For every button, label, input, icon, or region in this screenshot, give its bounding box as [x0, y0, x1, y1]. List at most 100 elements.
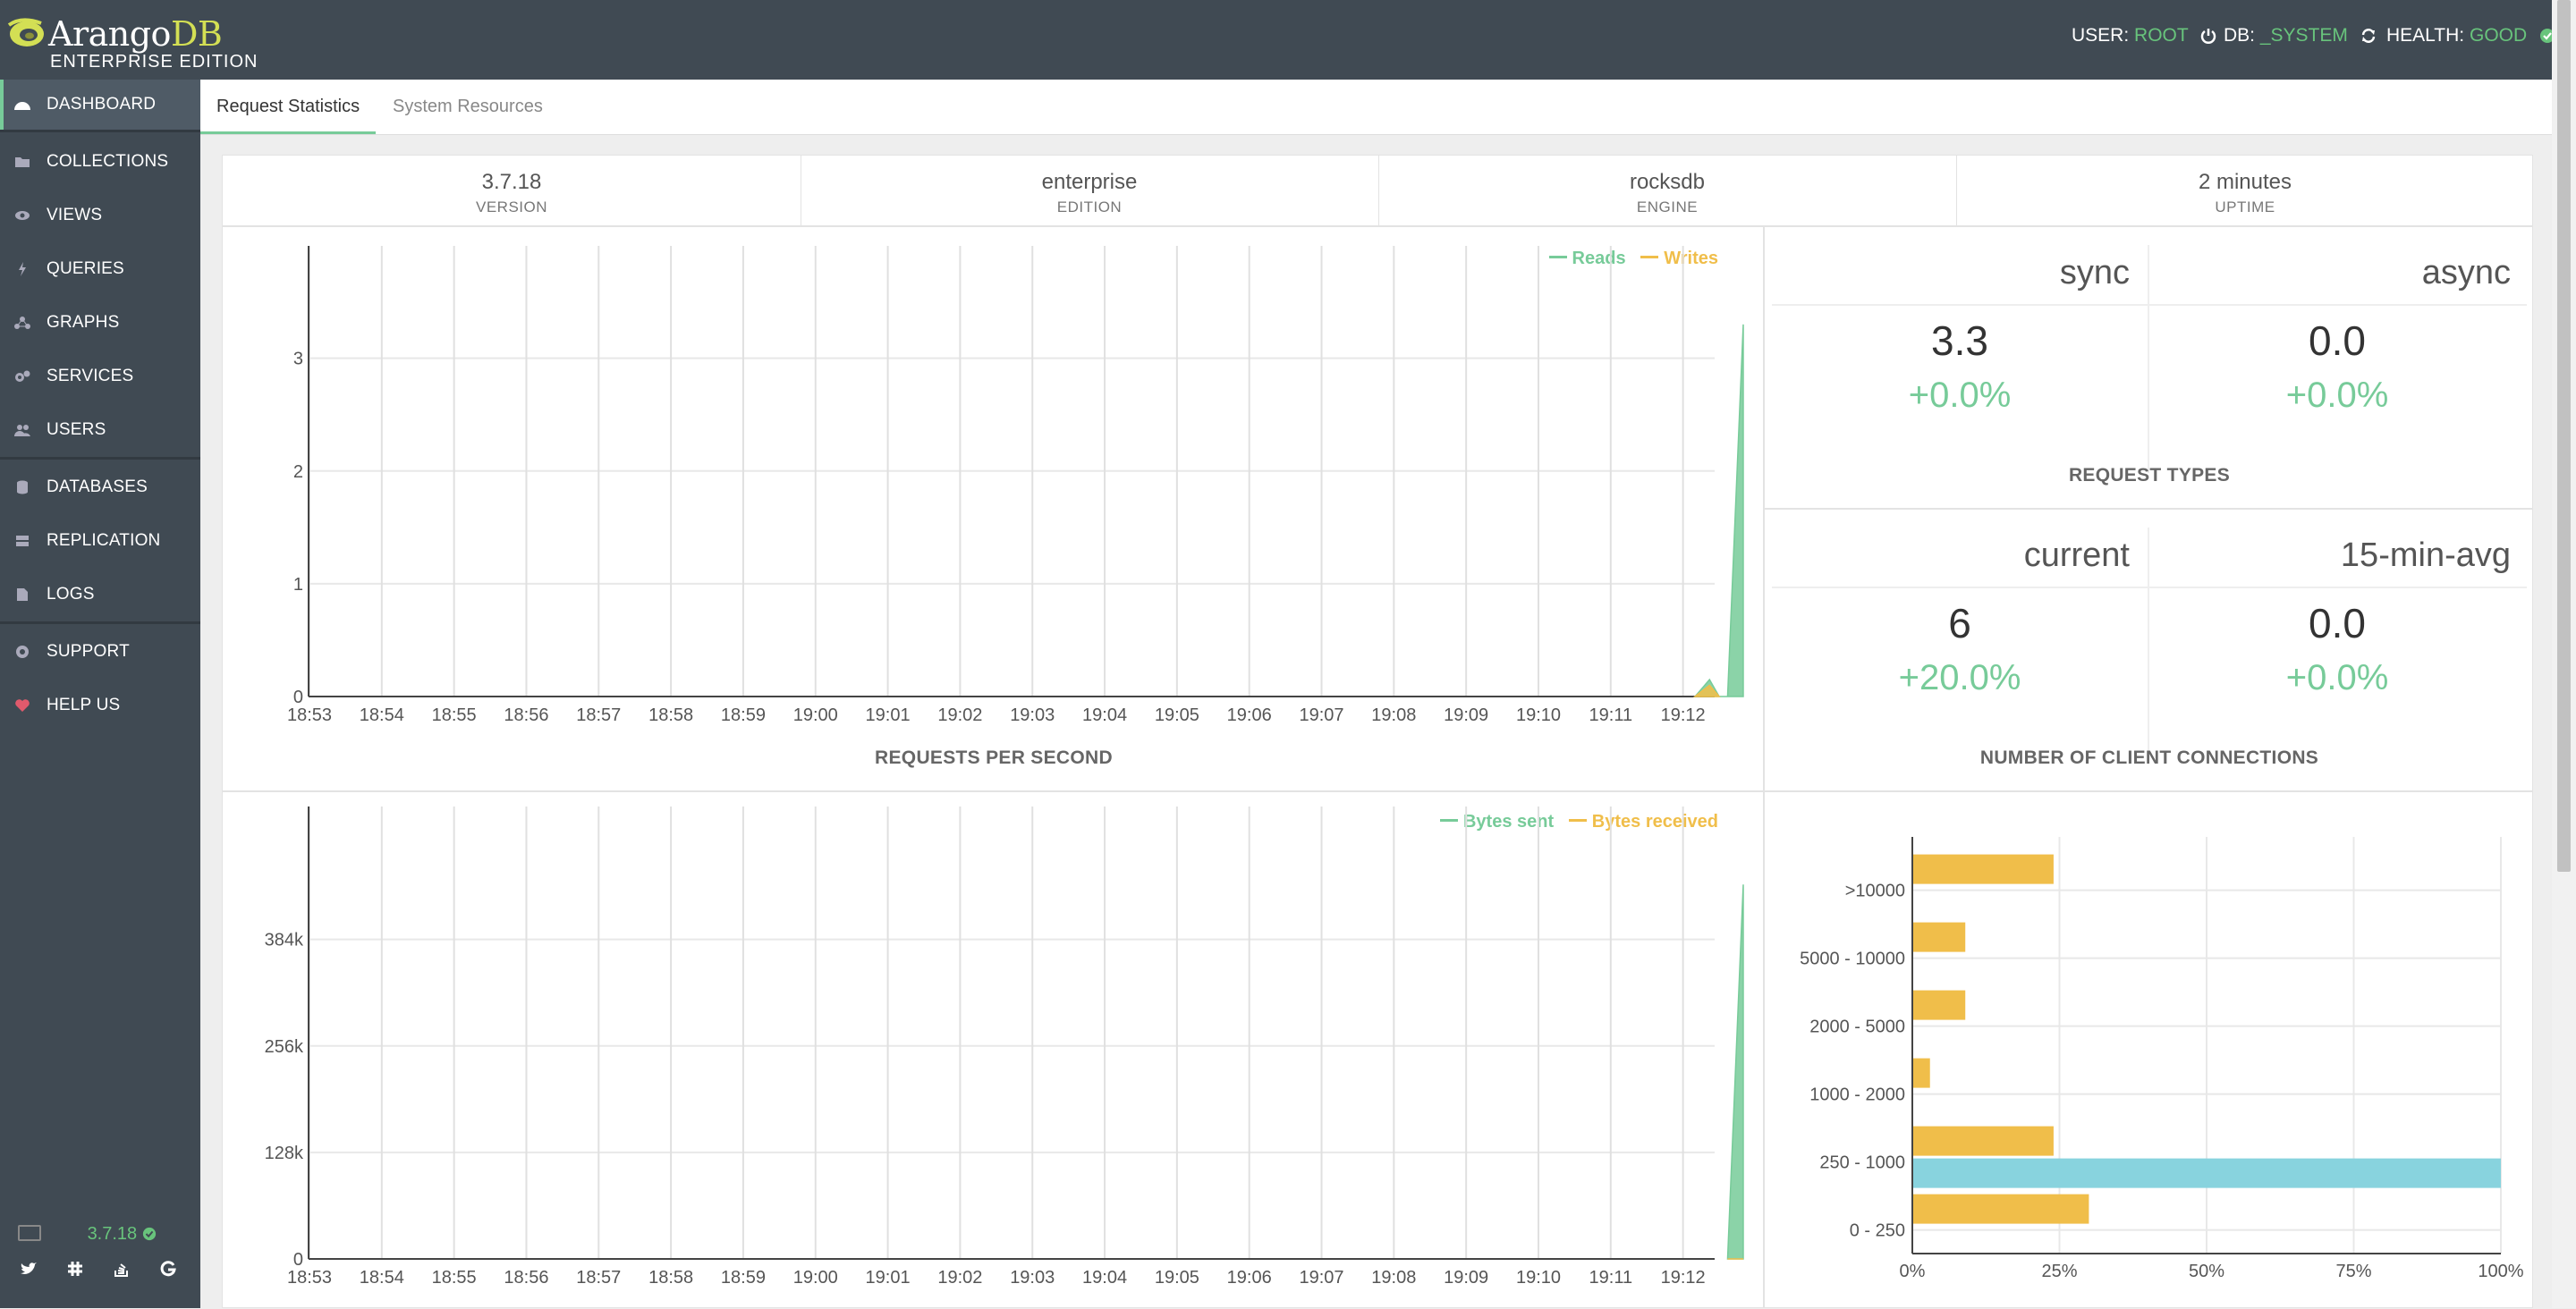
- arangodb-logo[interactable]: ArangoDB ENTERPRISE EDITION: [5, 13, 274, 75]
- x-tick-label: 19:07: [1299, 705, 1343, 725]
- file-icon: [13, 587, 32, 603]
- graph-icon: [13, 315, 32, 331]
- x-tick-label: 19:00: [793, 705, 838, 725]
- sidebar-item-services[interactable]: SERVICES: [0, 351, 200, 401]
- bar-blue: [1912, 1158, 2501, 1188]
- sidebar-divider: [0, 130, 200, 132]
- kpi-edition: enterprise EDITION: [1041, 170, 1138, 215]
- social-links: [18, 1258, 179, 1279]
- twitter-icon[interactable]: [18, 1258, 39, 1279]
- x-tick-label: 19:02: [937, 1268, 982, 1288]
- google-group-icon[interactable]: [157, 1258, 179, 1279]
- check-circle-icon: [2540, 29, 2555, 43]
- legend-writes: Writes: [1640, 249, 1718, 268]
- y-tick-label: 2: [293, 462, 303, 482]
- sidebar-item-support[interactable]: SUPPORT: [0, 627, 200, 677]
- category-label: 5000 - 10000: [1800, 950, 1905, 969]
- bytes-transferred-chart: 0 128k 256k 384k 18:53 18:54 18:55 18:56 18:57 18…: [265, 807, 1744, 1288]
- legend-bytes-sent: Bytes sent: [1439, 812, 1554, 832]
- sidebar-item-users[interactable]: USERS: [0, 405, 200, 455]
- x-tick-label: 19:01: [866, 705, 911, 725]
- x-tick-label: 19:05: [1155, 705, 1199, 725]
- current-value: 6: [1948, 600, 1971, 646]
- current-header: current: [2023, 536, 2130, 574]
- lifebuoy-icon: [13, 644, 32, 660]
- x-tick-label: 18:56: [504, 1268, 548, 1288]
- category-label: >10000: [1845, 882, 1905, 901]
- bar-orange: [1912, 1194, 2089, 1224]
- series-area-1: [1692, 684, 1721, 697]
- sync-value: 3.3: [1931, 317, 1988, 364]
- bar-orange: [1912, 1058, 1930, 1088]
- sidebar-item-dashboard[interactable]: DASHBOARD: [0, 80, 200, 130]
- user-value: ROOT: [2134, 25, 2189, 46]
- bytes-chart-panel: Bytes sent Bytes received 0 128k 256k 384k 1…: [222, 791, 1764, 1308]
- sync-header: sync: [2059, 254, 2130, 291]
- database-icon: [13, 479, 32, 495]
- x-tick-label: 19:00: [793, 1268, 838, 1288]
- x-tick-label: 19:06: [1227, 705, 1272, 725]
- x-tick-label: 18:59: [721, 705, 766, 725]
- x-tick-label: 19:10: [1516, 705, 1561, 725]
- x-tick-label: 18:58: [648, 705, 693, 725]
- sidebar-item-databases[interactable]: DATABASES: [0, 462, 200, 512]
- divider: [1378, 156, 1379, 227]
- stackoverflow-icon[interactable]: [111, 1258, 132, 1279]
- request-types-panel: sync async 3.3 0.0 +0.0% +0.0% REQUEST T…: [1764, 226, 2533, 509]
- request-types-title: REQUEST TYPES: [2068, 465, 2231, 486]
- y-tick-label: 256k: [265, 1037, 304, 1057]
- kpi-version: 3.7.18 VERSION: [475, 170, 548, 215]
- users-icon: [13, 422, 32, 438]
- requests-chart-panel: Reads Writes 0 1 2 3 18:53 18:54 18:55 18:56 18:…: [222, 226, 1764, 791]
- scrollbar-thumb[interactable]: [2557, 0, 2571, 872]
- folder-icon: [13, 154, 32, 170]
- sidebar-item-help-us[interactable]: HELP US: [0, 680, 200, 731]
- category-label: 2000 - 5000: [1809, 1018, 1905, 1037]
- sidebar-item-views[interactable]: VIEWS: [0, 190, 200, 241]
- top-bar: ArangoDB ENTERPRISE EDITION USER: ROOT D…: [0, 0, 2555, 80]
- x-tick-label: 19:07: [1299, 1268, 1343, 1288]
- check-circle-icon: [142, 1227, 156, 1241]
- bytes-legend: Bytes sent Bytes received: [1439, 812, 1718, 832]
- requests-per-second-chart: 0 1 2 3 18:53 18:54 18:55 18:56 18:57 18:58 18:59 1…: [287, 246, 1744, 725]
- bar-orange: [1912, 922, 1966, 952]
- kpi-uptime: 2 minutes UPTIME: [2198, 170, 2292, 215]
- current-change: +20.0%: [1898, 658, 2021, 697]
- y-tick-label: 3: [293, 350, 303, 369]
- sidebar-item-graphs[interactable]: GRAPHS: [0, 298, 200, 348]
- sidebar-divider: [0, 621, 200, 624]
- x-tick-label: 18:53: [287, 705, 332, 725]
- x-tick-label: 19:12: [1661, 1268, 1706, 1288]
- x-tick-label: 19:03: [1010, 705, 1055, 725]
- tab-request-statistics[interactable]: Request Statistics: [200, 80, 377, 134]
- avg-header: 15-min-avg: [2340, 536, 2511, 574]
- x-tick-label: 18:53: [287, 1268, 332, 1288]
- sidebar-item-queries[interactable]: QUERIES: [0, 244, 200, 294]
- slack-icon[interactable]: [64, 1258, 86, 1279]
- sidebar-version: 3.7.18: [18, 1224, 157, 1245]
- sidebar-item-collections[interactable]: COLLECTIONS: [0, 137, 200, 187]
- tab-system-resources[interactable]: System Resources: [393, 97, 543, 116]
- category-label: 0 - 250: [1850, 1221, 1905, 1241]
- heart-icon: [13, 697, 32, 714]
- user-status[interactable]: USER: ROOT: [2072, 25, 2216, 46]
- sidebar-item-replication[interactable]: REPLICATION: [0, 516, 200, 566]
- refresh-icon[interactable]: [2360, 28, 2377, 44]
- y-tick-label: 1: [293, 575, 303, 595]
- sidebar-item-logs[interactable]: LOGS: [0, 570, 200, 620]
- health-status: HEALTH: GOOD: [2386, 25, 2555, 46]
- divider: [1956, 156, 1957, 227]
- db-status[interactable]: DB: _SYSTEM: [2224, 25, 2377, 46]
- avg-value: 0.0: [2309, 600, 2366, 646]
- logo-text: ArangoDB: [48, 14, 223, 54]
- client-connections-title: NUMBER OF CLIENT CONNECTIONS: [1979, 747, 2319, 768]
- x-tick-label: 19:06: [1227, 1268, 1272, 1288]
- power-icon[interactable]: [2200, 28, 2216, 44]
- category-label: 1000 - 2000: [1809, 1085, 1905, 1105]
- x-tick-label: 19:11: [1589, 1268, 1633, 1288]
- x-tick-label: 50%: [2189, 1262, 2224, 1281]
- series-area-0: [1693, 324, 1744, 697]
- y-tick-label: 0: [293, 1250, 303, 1270]
- page-scrollbar[interactable]: [2552, 0, 2576, 1308]
- edition-label: ENTERPRISE EDITION: [50, 52, 258, 72]
